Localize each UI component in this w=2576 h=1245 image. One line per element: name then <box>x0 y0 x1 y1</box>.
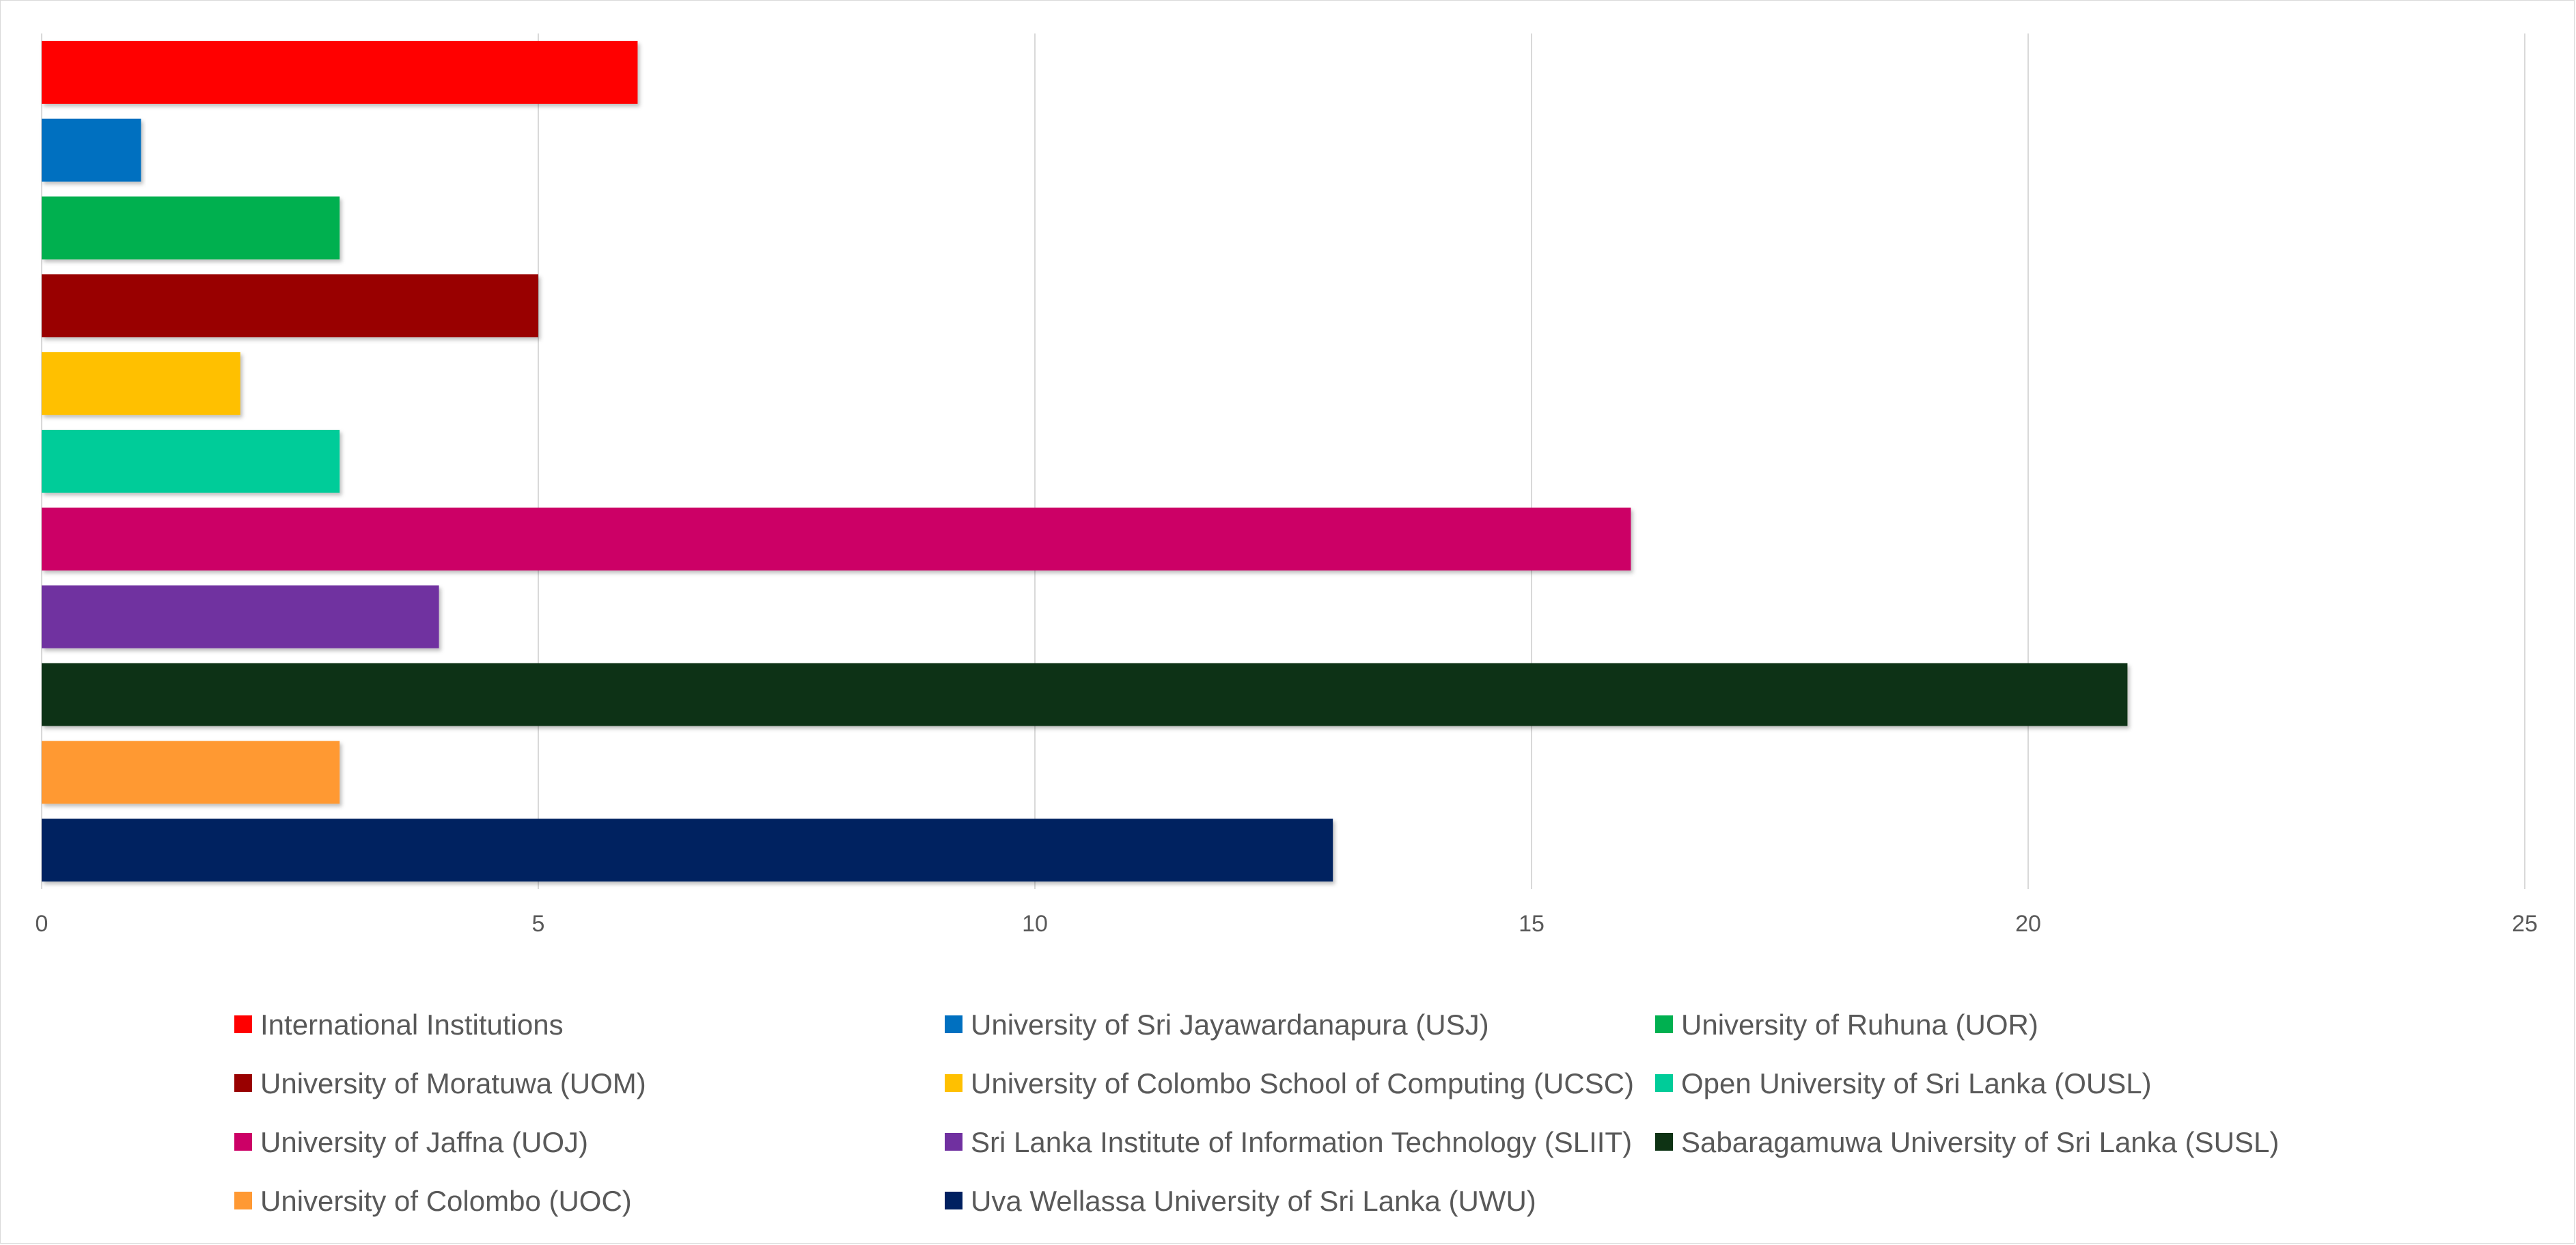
legend: International Institutions University of … <box>234 1009 2279 1217</box>
legend-label: Open University of Sri Lanka (OUSL) <box>1681 1067 2152 1099</box>
bar <box>42 274 538 338</box>
legend-item: Sri Lanka Institute of Information Techn… <box>945 1126 1632 1158</box>
x-tick-label: 20 <box>2015 911 2041 937</box>
legend-swatch <box>1655 1133 1673 1151</box>
bar <box>42 507 1631 571</box>
x-tick-label: 10 <box>1022 911 1048 937</box>
legend-label: University of Colombo (UOC) <box>260 1185 632 1217</box>
legend-item: Uva Wellassa University of Sri Lanka (UW… <box>945 1185 1536 1217</box>
legend-item: University of Jaffna (UOJ) <box>234 1126 588 1158</box>
legend-swatch <box>945 1192 962 1209</box>
legend-swatch <box>234 1074 252 1092</box>
legend-item: Open University of Sri Lanka (OUSL) <box>1655 1067 2152 1099</box>
legend-swatch <box>945 1074 962 1092</box>
bar <box>42 430 340 493</box>
legend-label: University of Moratuwa (UOM) <box>260 1067 646 1099</box>
legend-label: University of Ruhuna (UOR) <box>1681 1009 2038 1041</box>
bar <box>42 118 141 182</box>
bar <box>42 352 240 415</box>
legend-label: International Institutions <box>260 1009 564 1041</box>
legend-label: University of Jaffna (UOJ) <box>260 1126 588 1158</box>
gridlines <box>41 33 2525 889</box>
x-tick-label: 5 <box>532 911 545 937</box>
legend-swatch <box>1655 1015 1673 1033</box>
legend-label: Sabaragamuwa University of Sri Lanka (SU… <box>1681 1126 2279 1158</box>
legend-item: Sabaragamuwa University of Sri Lanka (SU… <box>1655 1126 2279 1158</box>
legend-label: Sri Lanka Institute of Information Techn… <box>971 1126 1632 1158</box>
bar <box>42 663 2128 726</box>
bar <box>42 585 439 648</box>
x-tick-label: 25 <box>2512 911 2538 937</box>
bar <box>42 741 340 804</box>
legend-item: University of Colombo School of Computin… <box>945 1067 1634 1099</box>
legend-swatch <box>234 1192 252 1209</box>
bar <box>42 819 1333 882</box>
x-tick-label: 15 <box>1519 911 1545 937</box>
x-tick-label: 0 <box>36 911 49 937</box>
legend-item: University of Moratuwa (UOM) <box>234 1067 646 1099</box>
x-axis-ticks: 0 5 10 15 20 25 <box>36 911 2538 937</box>
legend-item: University of Colombo (UOC) <box>234 1185 632 1217</box>
legend-swatch <box>234 1133 252 1151</box>
legend-swatch <box>1655 1074 1673 1092</box>
legend-item: University of Sri Jayawardanapura (USJ) <box>945 1009 1489 1041</box>
legend-label: University of Sri Jayawardanapura (USJ) <box>971 1009 1489 1041</box>
legend-item: University of Ruhuna (UOR) <box>1655 1009 2038 1041</box>
legend-label: Uva Wellassa University of Sri Lanka (UW… <box>971 1185 1536 1217</box>
bar <box>42 196 340 260</box>
bar <box>42 40 638 104</box>
legend-swatch <box>945 1133 962 1151</box>
legend-swatch <box>945 1015 962 1033</box>
legend-label: University of Colombo School of Computin… <box>971 1067 1634 1099</box>
legend-item: International Institutions <box>234 1009 564 1041</box>
legend-swatch <box>234 1015 252 1033</box>
bars <box>42 40 2128 882</box>
